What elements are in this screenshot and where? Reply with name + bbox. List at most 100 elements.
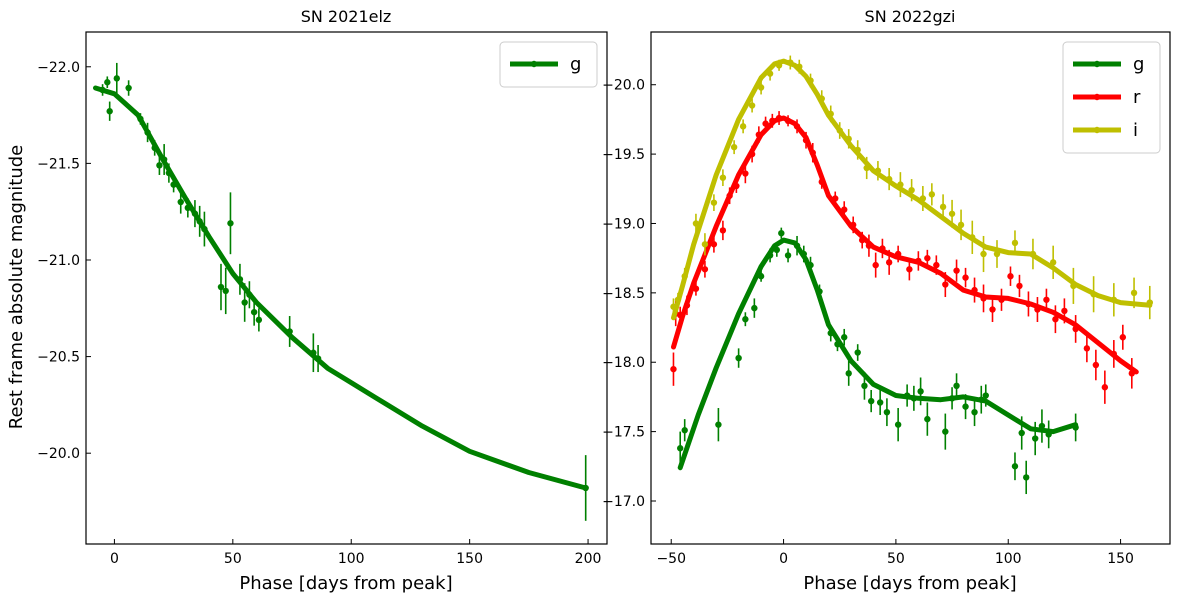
y-tick-label: −19.5: [602, 147, 645, 163]
series-r: [670, 111, 1139, 404]
data-point: [1031, 435, 1039, 442]
x-tick-label: 100: [338, 551, 365, 567]
data-point: [1119, 334, 1127, 341]
legend-marker: [1093, 126, 1101, 134]
x-axis-label: Phase [days from peak]: [239, 573, 452, 594]
data-point: [241, 299, 248, 306]
data-point: [962, 403, 969, 410]
legend-marker: [1093, 60, 1101, 68]
data-point: [715, 421, 722, 428]
legend-marker: [1093, 93, 1101, 101]
data-point: [701, 266, 709, 273]
data-point: [1092, 361, 1100, 369]
x-tick-label: 50: [224, 551, 242, 567]
data-point: [681, 427, 688, 434]
x-tick-label: 150: [456, 551, 483, 567]
data-point: [867, 397, 875, 405]
y-tick-label: −20.0: [602, 78, 645, 94]
data-point: [250, 308, 258, 316]
y-tick-label: −18.5: [602, 286, 645, 302]
chart-panel-sn2021elz: SN 2021elz Phase [days from peak] 0 50 100…: [37, 7, 608, 594]
legend-marker: [530, 60, 538, 68]
y-tick-label: −20.5: [37, 350, 80, 366]
data-point: [957, 221, 965, 229]
data-point: [125, 84, 132, 92]
x-tick-label: 0: [110, 551, 119, 567]
data-point: [784, 252, 792, 259]
data-point: [104, 79, 111, 86]
y-tick-label: −18.0: [602, 355, 645, 371]
x-axis-label: Phase [days from peak]: [803, 573, 1016, 594]
data-point: [883, 408, 891, 416]
data-point: [953, 267, 960, 274]
data-point: [217, 283, 225, 291]
data-point: [1007, 273, 1014, 280]
data-point: [928, 191, 936, 198]
data-point: [1011, 463, 1019, 470]
data-point: [841, 334, 848, 341]
chart-title: SN 2021elz: [301, 7, 392, 26]
data-point: [942, 281, 949, 288]
legend-label: i: [1133, 120, 1138, 141]
data-point: [156, 162, 163, 169]
fit-line-g: [677, 237, 1079, 471]
legend: g: [499, 41, 598, 88]
x-tick-label: 0: [779, 551, 788, 567]
chart-panel-sn2022gzi: SN 2022gzi Phase [days from peak] −50 0 50…: [602, 7, 1171, 594]
data-point: [845, 370, 852, 377]
data-point: [1049, 259, 1057, 266]
fit-line-i: [671, 58, 1153, 321]
data-point: [701, 241, 709, 248]
data-point: [710, 199, 718, 206]
series-g: [677, 227, 1079, 495]
data-point: [1052, 316, 1059, 323]
data-point: [854, 349, 861, 356]
x-tick-label: 150: [1107, 551, 1134, 567]
y-axis-label: Rest frame absolute magnitude: [6, 145, 27, 430]
data-point: [980, 250, 987, 258]
y-tick-label: −17.0: [602, 494, 645, 510]
data-point: [1043, 296, 1050, 303]
data-point: [1023, 474, 1030, 481]
data-point: [924, 415, 931, 423]
series-g: [93, 62, 589, 521]
series-i: [670, 55, 1153, 321]
fit-line-g: [93, 85, 589, 491]
data-point: [989, 306, 996, 313]
data-point: [730, 143, 738, 151]
y-tick-label: −22.0: [37, 60, 80, 76]
data-point: [971, 408, 978, 416]
data-point: [876, 399, 884, 406]
data-point: [778, 229, 785, 237]
data-point: [677, 445, 684, 452]
y-tick-label: −19.0: [602, 216, 645, 232]
data-point: [908, 186, 915, 194]
data-point: [255, 316, 263, 324]
y-tick-label: −21.0: [37, 253, 80, 269]
axes-frame: [85, 31, 608, 545]
data-point: [861, 382, 868, 390]
data-point: [106, 108, 113, 115]
data-point: [719, 227, 727, 234]
data-point: [1130, 289, 1138, 297]
x-tick-label: 100: [995, 551, 1022, 567]
x-tick-label: 50: [887, 551, 905, 567]
data-point: [222, 287, 229, 295]
fit-line-r: [671, 115, 1139, 375]
data-point: [917, 388, 924, 395]
legend-label: g: [570, 54, 581, 75]
data-point: [924, 254, 931, 262]
data-point: [719, 174, 727, 181]
data-point: [742, 170, 749, 177]
data-point: [739, 123, 747, 130]
data-point: [894, 421, 902, 428]
legend-label: r: [1133, 87, 1141, 108]
data-point: [735, 354, 742, 362]
data-point: [953, 382, 960, 390]
data-point: [751, 304, 758, 312]
data-point: [1101, 384, 1109, 391]
data-point: [113, 75, 120, 82]
data-point: [670, 365, 677, 373]
data-point: [942, 428, 949, 435]
